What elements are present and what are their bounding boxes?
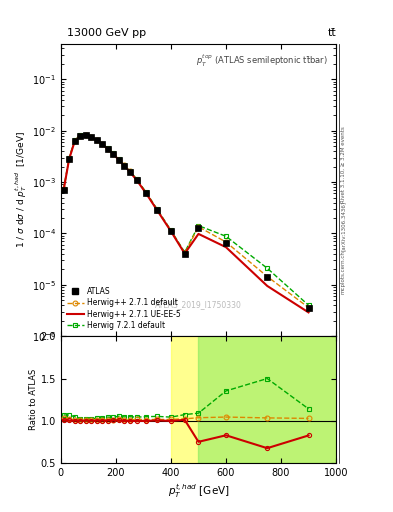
Text: mcplots.cern.ch: mcplots.cern.ch <box>341 250 346 294</box>
Y-axis label: 1 / $\sigma$ d$\sigma$ / d $p_T^{t,had}$  [1/GeV]: 1 / $\sigma$ d$\sigma$ / d $p_T^{t,had}$… <box>13 131 29 248</box>
Text: 13000 GeV pp: 13000 GeV pp <box>67 28 146 38</box>
X-axis label: $p_T^{t,had}$ [GeV]: $p_T^{t,had}$ [GeV] <box>167 482 230 500</box>
Text: [arXiv:1306.3436]: [arXiv:1306.3436] <box>341 201 346 251</box>
Text: $p_T^{top}$ (ATLAS semileptonic tt̄bar): $p_T^{top}$ (ATLAS semileptonic tt̄bar) <box>196 52 328 69</box>
Bar <box>198 336 336 463</box>
Text: ATLAS_2019_I1750330: ATLAS_2019_I1750330 <box>155 300 242 309</box>
Y-axis label: Ratio to ATLAS: Ratio to ATLAS <box>29 369 38 431</box>
Text: tt̄: tt̄ <box>327 28 336 38</box>
Text: Rivet 3.1.10, ≥ 3.2M events: Rivet 3.1.10, ≥ 3.2M events <box>341 126 346 203</box>
Legend: ATLAS, Herwig++ 2.7.1 default, Herwig++ 2.7.1 UE-EE-5, Herwig 7.2.1 default: ATLAS, Herwig++ 2.7.1 default, Herwig++ … <box>65 285 183 332</box>
Bar <box>171 336 336 463</box>
